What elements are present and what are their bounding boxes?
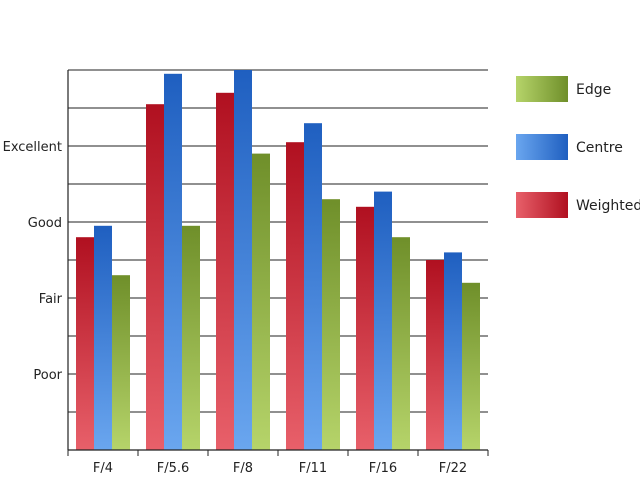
bar-weighted-f56 bbox=[146, 104, 164, 450]
y-tick-label: Excellent bbox=[3, 140, 62, 155]
legend-label-centre: Centre bbox=[576, 140, 623, 156]
y-tick-label: Poor bbox=[33, 368, 62, 383]
legend-swatch-edge bbox=[516, 76, 568, 102]
bar-weighted-f11 bbox=[286, 142, 304, 450]
bar-edge-f8 bbox=[252, 153, 270, 450]
legend: Edge Centre Weighted bbox=[516, 76, 640, 218]
bar-centre-f8 bbox=[234, 70, 252, 450]
bar-weighted-f4 bbox=[76, 237, 94, 450]
bar-edge-f22 bbox=[462, 282, 480, 450]
legend-label-weighted: Weighted bbox=[576, 198, 640, 214]
legend-swatch-centre bbox=[516, 134, 568, 160]
x-tick-label: F/22 bbox=[439, 461, 467, 476]
y-tick-label: Good bbox=[28, 216, 62, 231]
x-tick-label: F/4 bbox=[93, 461, 113, 476]
bar-centre-f22 bbox=[444, 252, 462, 450]
bar-centre-f56 bbox=[164, 73, 182, 451]
x-tick-label: F/11 bbox=[299, 461, 327, 476]
y-tick-labels: Poor Fair Good Excellent bbox=[3, 140, 63, 383]
legend-swatch-weighted bbox=[516, 192, 568, 218]
x-tick-label: F/16 bbox=[369, 461, 397, 476]
bar-weighted-f16 bbox=[356, 206, 374, 450]
grid-lines bbox=[68, 69, 488, 413]
legend-label-edge: Edge bbox=[576, 82, 611, 98]
x-tick-labels: F/4 F/5.6 F/8 F/11 F/16 F/22 bbox=[93, 461, 467, 476]
bar-centre-f4 bbox=[94, 225, 112, 450]
axes bbox=[67, 70, 489, 456]
bar-centre-f16 bbox=[374, 191, 392, 450]
x-tick-label: F/5.6 bbox=[157, 461, 190, 476]
bars bbox=[76, 70, 480, 451]
bar-edge-f16 bbox=[392, 237, 410, 450]
bar-edge-f11 bbox=[322, 199, 340, 450]
x-tick-label: F/8 bbox=[233, 461, 253, 476]
bar-edge-f4 bbox=[112, 275, 130, 450]
y-tick-label: Fair bbox=[39, 292, 63, 307]
bar-weighted-f8 bbox=[216, 92, 234, 451]
bar-weighted-f22 bbox=[426, 260, 444, 450]
bar-centre-f11 bbox=[304, 123, 322, 450]
bar-edge-f56 bbox=[182, 225, 200, 450]
